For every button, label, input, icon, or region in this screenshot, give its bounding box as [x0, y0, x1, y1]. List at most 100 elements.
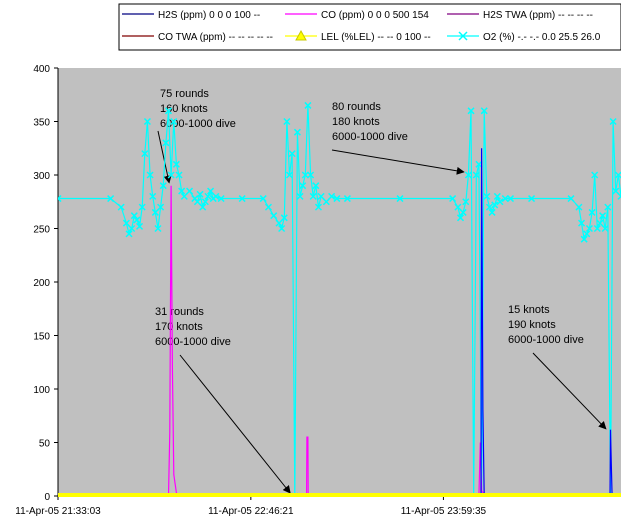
data-point [280, 214, 288, 222]
annotation: 80 rounds 180 knots 6000-1000 dive [331, 101, 465, 175]
data-point [609, 117, 617, 126]
data-point [475, 160, 483, 168]
legend-entry: LEL (%LEL) -- -- 0 100 -- [285, 29, 431, 43]
x-tick-label: 11-Apr-05 23:59:35 [401, 506, 487, 517]
data-point [138, 203, 146, 211]
data-point [317, 192, 325, 200]
data-point [299, 182, 307, 190]
data-point [275, 219, 283, 227]
data-point [462, 198, 470, 206]
data-point [585, 224, 593, 233]
data-point [159, 182, 167, 190]
x-tick-label: 11-Apr-05 21:33:03 [15, 506, 101, 517]
data-point [288, 150, 296, 158]
data-point [614, 171, 621, 179]
legend-label: CO (ppm) 0 0 0 500 154 [321, 10, 429, 21]
legend-label: O2 (%) -.- -.- 0.0 25.5 26.0 [483, 32, 601, 43]
data-point [193, 198, 201, 206]
data-point [264, 203, 272, 211]
data-point [617, 192, 621, 200]
data-point [117, 203, 125, 211]
legend: H2S (ppm) 0 0 0 100 -- CO (ppm) 0 0 0 500… [118, 3, 621, 51]
y-tick-label: 100 [33, 385, 50, 396]
series-group [58, 101, 621, 497]
data-point [588, 208, 596, 216]
series [58, 101, 621, 497]
data-point [154, 224, 162, 233]
data-point [172, 160, 180, 168]
annotation-label: 6000-1000 dive [160, 118, 236, 130]
data-point [480, 107, 488, 115]
data-point [454, 203, 462, 211]
data-point [601, 224, 609, 233]
annotation: 31 rounds 170 knots 6000-1000 dive [155, 306, 291, 494]
data-point [304, 101, 312, 109]
legend-marker [295, 29, 307, 41]
data-point [164, 107, 173, 115]
annotation-label: 180 knots [332, 116, 380, 128]
data-point [485, 203, 493, 211]
y-tick-label: 200 [33, 278, 50, 289]
x-tick-label: 11-Apr-05 22:46:21 [208, 506, 294, 517]
data-point [217, 195, 225, 203]
data-point [604, 203, 612, 211]
series [58, 185, 621, 497]
data-point [578, 219, 586, 227]
legend-label: H2S TWA (ppm) -- -- -- -- [483, 10, 593, 21]
data-point [591, 171, 599, 179]
data-point [270, 212, 278, 220]
x-ticks: 11-Apr-05 21:33:03 11-Apr-05 22:46:21 11-A… [15, 496, 487, 517]
data-point [459, 208, 467, 216]
data-point [201, 198, 209, 206]
data-point [488, 208, 496, 216]
data-point [567, 195, 575, 203]
data-point [128, 224, 136, 233]
data-point [491, 201, 499, 209]
annotation-arrow [157, 130, 172, 184]
data-point [58, 195, 62, 203]
legend-box [118, 3, 621, 51]
data-point [301, 171, 309, 179]
data-point [333, 195, 341, 203]
data-point [580, 235, 588, 243]
annotation-arrow [532, 352, 607, 430]
data-point [149, 192, 157, 200]
y-tick-label: 400 [33, 64, 50, 75]
annotation-arrow [331, 149, 465, 175]
annotation-label: 6000-1000 dive [332, 131, 408, 143]
data-point [328, 192, 336, 200]
data-point [167, 171, 175, 179]
data-point [146, 171, 154, 179]
data-point [612, 187, 620, 195]
data-point [199, 203, 207, 211]
data-point [449, 195, 457, 203]
annotation: 75 rounds 160 knots 6000-1000 dive [157, 88, 236, 184]
plot-area [58, 68, 621, 496]
data-point [314, 203, 322, 211]
legend-entry: O2 (%) -.- -.- 0.0 25.5 26.0 [447, 31, 601, 43]
y-tick-label: 300 [33, 171, 50, 182]
data-point [238, 195, 246, 203]
data-point [596, 219, 604, 227]
data-point [207, 187, 215, 195]
data-point [283, 117, 291, 126]
data-point [278, 224, 286, 233]
data-point [141, 150, 149, 158]
data-point [593, 224, 601, 233]
data-point [501, 195, 509, 203]
data-point [396, 195, 404, 203]
data-point [599, 212, 607, 220]
legend-entry: H2S (ppm) 0 0 0 100 -- [122, 10, 260, 21]
annotation: 15 knots 190 knots 6000-1000 dive [508, 304, 607, 430]
y-tick-label: 50 [39, 439, 51, 450]
y-tick-label: 350 [33, 118, 50, 129]
annotation-label: 6000-1000 dive [155, 336, 231, 348]
data-point [143, 117, 151, 126]
legend-marker [458, 31, 468, 41]
data-point [493, 192, 501, 200]
data-point [296, 192, 304, 200]
legend-entry: CO (ppm) 0 0 0 500 154 [285, 10, 429, 21]
annotation-label: 170 knots [155, 321, 203, 333]
legend-label: H2S (ppm) 0 0 0 100 -- [158, 10, 260, 21]
